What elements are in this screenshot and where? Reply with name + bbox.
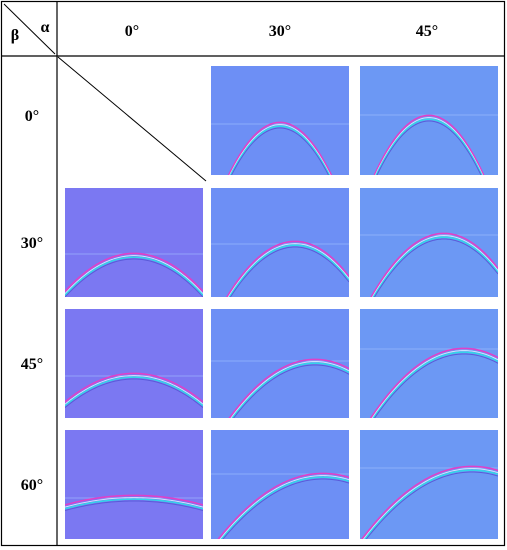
wavefront-band-0 xyxy=(217,472,349,539)
panel-background xyxy=(65,188,203,297)
wavefront-band-2 xyxy=(375,118,483,175)
panel-beta60-alpha45-image xyxy=(360,430,498,539)
beta-label-45: 45° xyxy=(20,356,44,373)
wavefront-band-0 xyxy=(370,232,498,297)
wavefront-band-2 xyxy=(372,236,498,297)
alpha-symbol: α xyxy=(40,19,50,36)
panel-beta30-alpha30 xyxy=(211,188,349,297)
corner-diagonal-line xyxy=(3,3,56,55)
wavefront-band-2 xyxy=(228,244,349,297)
panel-beta45-alpha0 xyxy=(65,309,203,418)
beta-label-0: 0° xyxy=(24,108,40,125)
panel-beta0-alpha30-image xyxy=(211,66,349,175)
wavefront-band-1 xyxy=(363,468,498,539)
panel-beta30-alpha0 xyxy=(65,188,203,297)
panel-beta60-alpha45 xyxy=(360,430,498,539)
empty-cell-diagonal-line xyxy=(57,56,207,182)
wavefront-band-1 xyxy=(371,235,498,297)
wavefront-band-3 xyxy=(65,258,203,297)
panel-beta0-alpha45-image xyxy=(360,66,498,175)
wavefront-band-0 xyxy=(65,372,203,403)
beta-symbol: β xyxy=(10,27,20,44)
wavefront-band-3 xyxy=(65,378,203,408)
panel-background xyxy=(65,309,203,418)
panel-beta60-alpha0 xyxy=(65,430,203,539)
wavefront-band-0 xyxy=(369,347,498,418)
panel-beta60-alpha30 xyxy=(211,430,349,539)
wavefront-band-1 xyxy=(374,117,484,175)
wavefront-band-1 xyxy=(65,255,203,294)
wavefront-band-1 xyxy=(371,350,498,418)
beta-label-30: 30° xyxy=(20,235,44,252)
wavefront-band-0 xyxy=(65,252,203,293)
wavefront-band-3 xyxy=(373,353,498,418)
panel-beta60-alpha30-image xyxy=(211,430,349,539)
panel-background xyxy=(211,66,349,175)
wavefront-band-2 xyxy=(231,362,349,418)
panel-beta30-alpha30-image xyxy=(211,188,349,297)
panel-background xyxy=(211,309,349,418)
panel-beta45-alpha45-image xyxy=(360,309,498,418)
wavefront-band-1 xyxy=(65,497,203,508)
alpha-header-0: 0° xyxy=(124,23,140,40)
wavefront-band-3 xyxy=(65,500,203,512)
wavefront-band-3 xyxy=(373,238,498,297)
panel-background xyxy=(211,188,349,297)
panel-beta30-alpha45-image xyxy=(360,188,498,297)
wavefront-band-0 xyxy=(227,121,333,175)
wavefront-band-2 xyxy=(65,256,203,296)
wavefront-band-0 xyxy=(373,114,485,175)
panel-background xyxy=(360,430,498,539)
wavefront-band-3 xyxy=(365,471,498,539)
panel-beta45-alpha0-image xyxy=(65,309,203,418)
wavefront-band-1 xyxy=(229,124,331,175)
panel-beta60-alpha0-image xyxy=(65,430,203,539)
wavefront-band-2 xyxy=(372,351,498,418)
wavefront-band-3 xyxy=(232,364,349,418)
panel-beta45-alpha45 xyxy=(360,309,498,418)
panel-beta0-alpha45 xyxy=(360,66,498,175)
wavefront-band-1 xyxy=(219,475,349,539)
panel-background xyxy=(360,66,498,175)
wavefront-band-0 xyxy=(65,494,203,506)
wavefront-band-0 xyxy=(360,465,498,539)
panel-beta30-alpha0-image xyxy=(65,188,203,297)
panel-beta0-alpha30 xyxy=(211,66,349,175)
panel-beta45-alpha30-image xyxy=(211,309,349,418)
wavefront-band-1 xyxy=(227,243,349,297)
panel-beta45-alpha30 xyxy=(211,309,349,418)
alpha-header-45: 45° xyxy=(415,23,439,40)
wavefront-band-3 xyxy=(222,478,349,539)
panel-background xyxy=(65,430,203,539)
wavefront-band-1 xyxy=(65,375,203,405)
wavefront-band-2 xyxy=(65,376,203,407)
wavefront-band-0 xyxy=(228,358,349,418)
panel-beta30-alpha45 xyxy=(360,188,498,297)
beta-label-60: 60° xyxy=(20,477,44,494)
wavefront-band-2 xyxy=(364,469,498,539)
wavefront-band-3 xyxy=(230,127,330,175)
wavefront-band-1 xyxy=(230,361,349,418)
wavefront-band-2 xyxy=(229,125,331,175)
wavefront-band-0 xyxy=(225,240,349,297)
wavefront-band-3 xyxy=(229,246,349,297)
alpha-header-30: 30° xyxy=(268,23,292,40)
wavefront-band-2 xyxy=(65,498,203,510)
wavefront-band-3 xyxy=(376,120,482,175)
wavefront-band-2 xyxy=(220,476,349,539)
